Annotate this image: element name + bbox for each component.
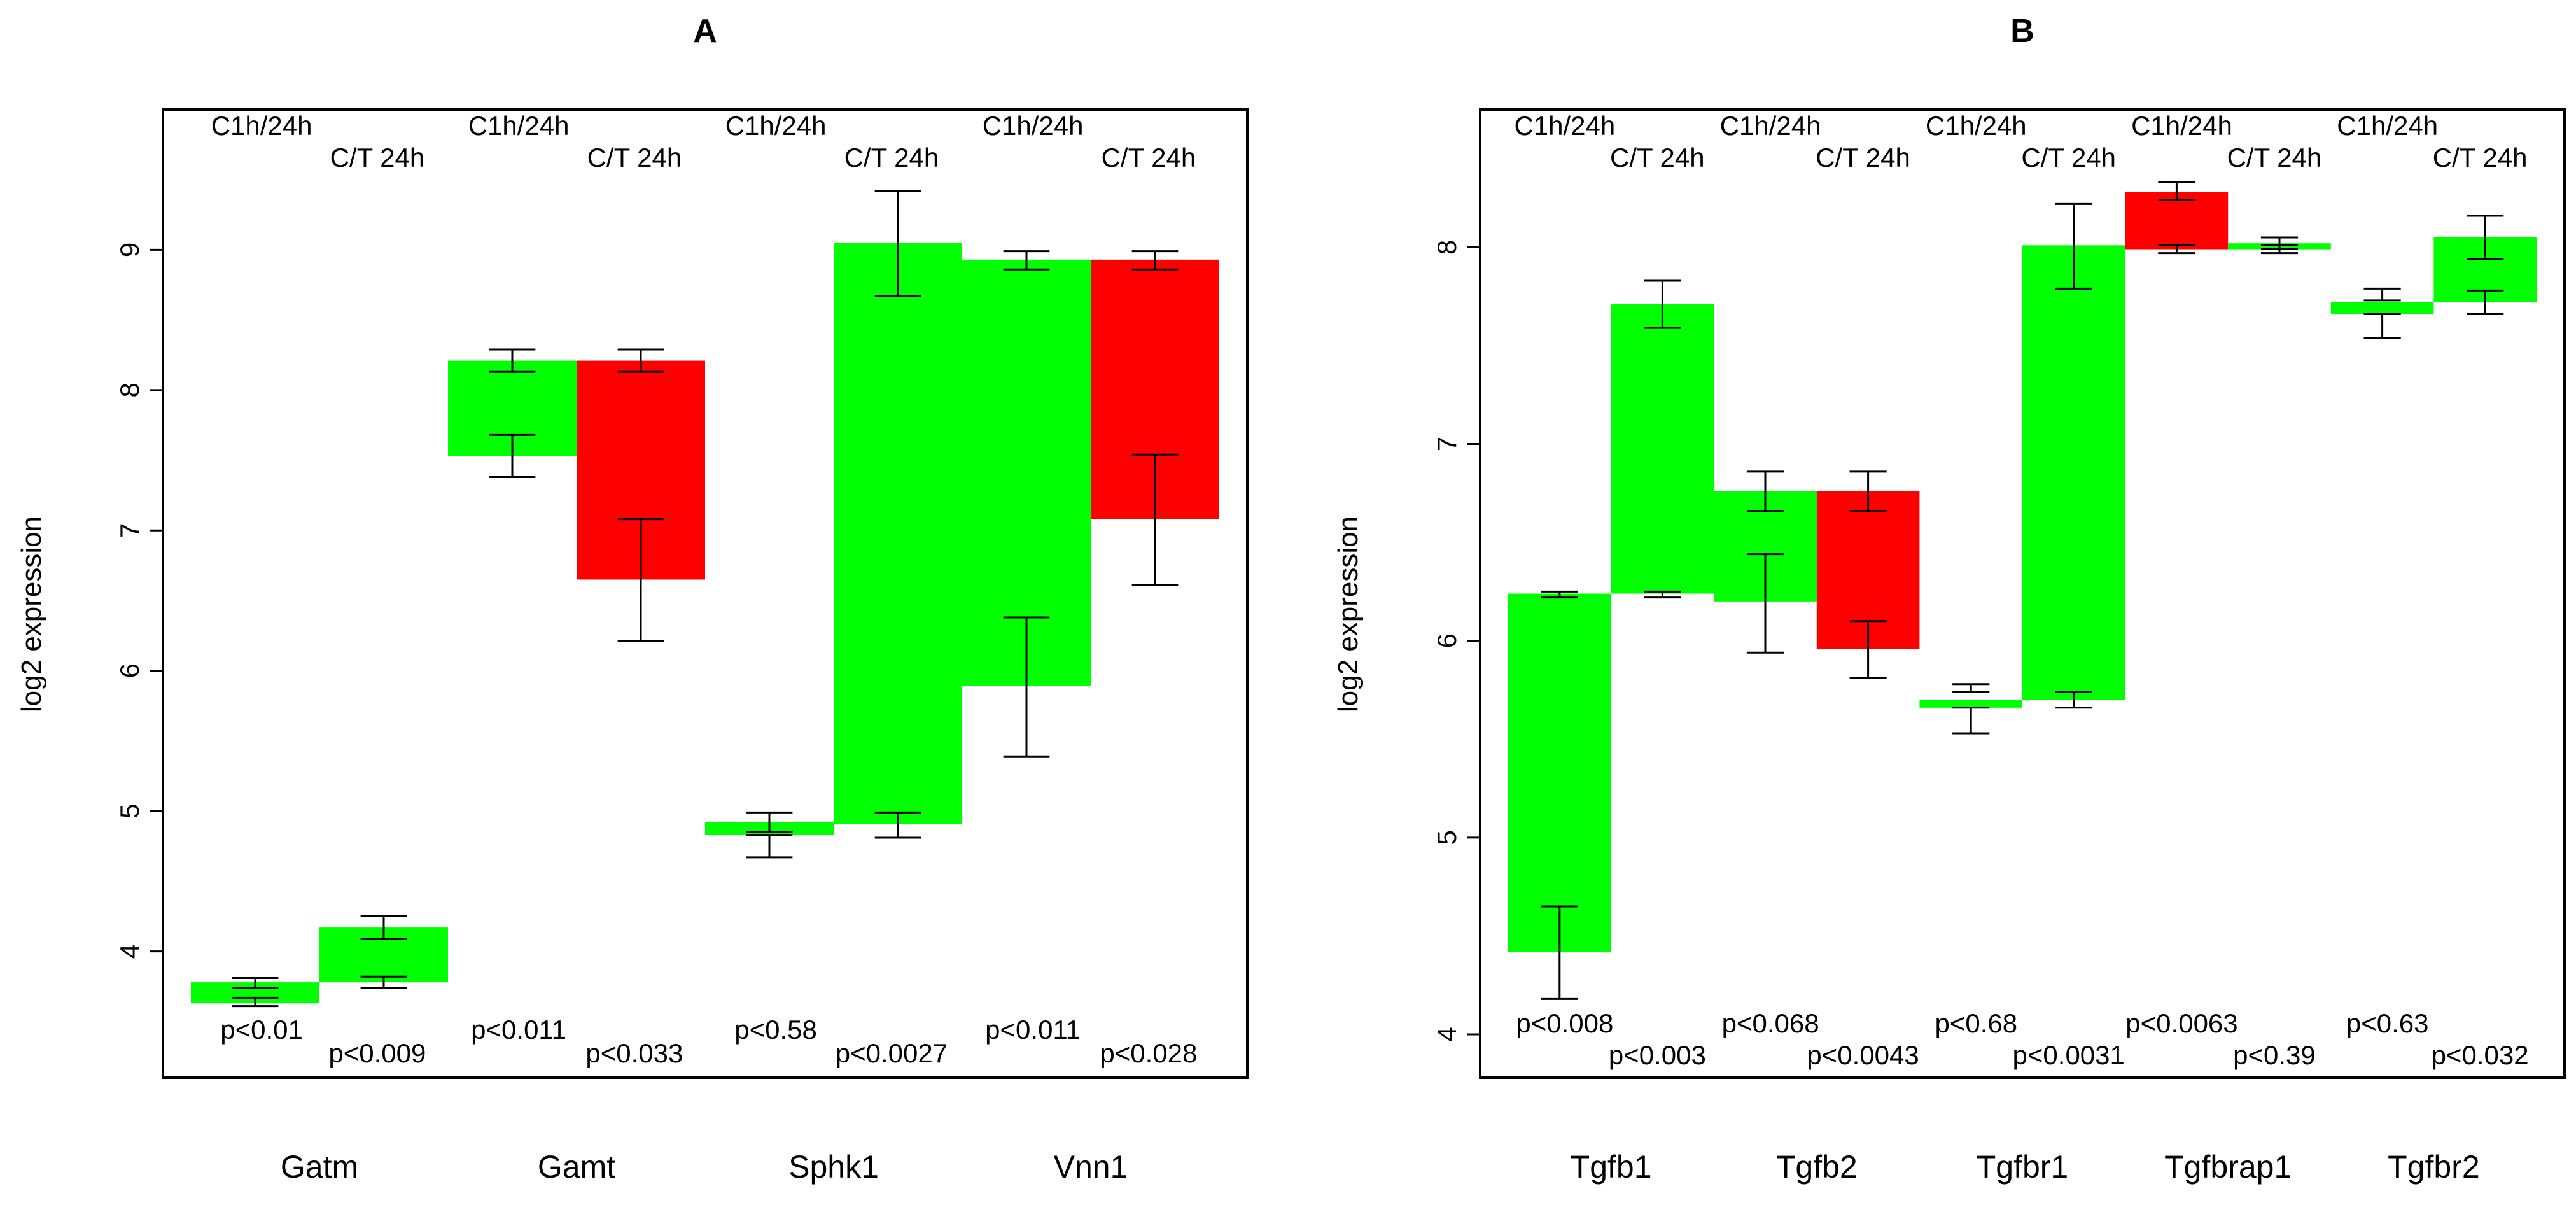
panel-b-y-tick-label-3: 7 (1432, 437, 1462, 451)
panel-b-series-label-c1h: C1h/24h (2131, 111, 2232, 141)
panel-b-tgfb1-c1h-pvalue: p<0.008 (1516, 1008, 1613, 1038)
panel-b-tgfb2-c1h-pvalue: p<0.068 (1722, 1008, 1819, 1038)
panel-b-tgfbr1-ct-pvalue: p<0.0031 (2013, 1040, 2125, 1070)
panel-a-y-tick-label-5: 9 (115, 243, 144, 257)
panel-b-series-label-ct: C/T 24h (1816, 143, 1910, 173)
panel-a-sphk1-c1h-pvalue: p<0.58 (734, 1015, 817, 1045)
panel-a-series-label-ct: C/T 24h (330, 143, 425, 173)
panel-b-gene-label-tgfb1: Tgfb1 (1571, 1149, 1652, 1185)
panel-b-series-label-c1h: C1h/24h (1720, 111, 1821, 141)
panel-a-vnn1-ct-pvalue: p<0.028 (1100, 1038, 1197, 1068)
panel-b-tgfbrap1-ct-pvalue: p<0.39 (2233, 1040, 2316, 1070)
panel-a-sphk1-ct-pvalue: p<0.0027 (836, 1038, 948, 1068)
panel-b-tgfbrap1-c1h-bar (2125, 192, 2229, 250)
panel-b-tgfbr2-c1h-bar (2330, 302, 2434, 314)
panel-b-title: B (2010, 13, 2034, 50)
panel-a-gatm-ct-pvalue: p<0.009 (328, 1038, 426, 1068)
panel-b-y-tick-label-2: 6 (1432, 633, 1462, 648)
panel-b-y-axis-label: log2 expression (1333, 516, 1364, 712)
panel-a-series-label-c1h: C1h/24h (211, 111, 312, 141)
panel-a-gamt-c1h-pvalue: p<0.011 (471, 1015, 566, 1045)
panel-b-y-tick-label-1: 5 (1432, 830, 1462, 845)
panel-a-series-label-ct: C/T 24h (587, 143, 682, 173)
panel-a-series-label-c1h: C1h/24h (725, 111, 827, 141)
panel-b-tgfb1-ct-bar (1611, 304, 1714, 594)
panel-b-tgfbr1-c1h-pvalue: p<0.68 (1935, 1008, 2017, 1038)
panel-a-series-label-c1h: C1h/24h (468, 111, 570, 141)
panel-b-series-label-c1h: C1h/24h (1926, 111, 2027, 141)
panel-b-gene-label-tgfb2: Tgfb2 (1776, 1149, 1858, 1185)
panel-b-series-label-c1h: C1h/24h (2337, 111, 2438, 141)
panel-a-plot-frame (162, 108, 1249, 1079)
panel-a-title: A (693, 13, 717, 50)
panel-b-series-label-ct: C/T 24h (1610, 143, 1705, 173)
panel-a-marks: 4 5 6 7 8 9 Gatm C1h/24h C/T 24h p<0.01 p<0.009 Gam… (115, 111, 1219, 1185)
panel-b-gene-label-tgfbr1: Tgfbr1 (1977, 1149, 2069, 1185)
panel-a-gamt-ct-pvalue: p<0.033 (585, 1038, 683, 1068)
panel-b-tgfbr1-c1h-bar (1919, 700, 2022, 708)
panel-a-sphk1-ct-bar (834, 243, 962, 824)
panel-a-gene-label-gamt: Gamt (538, 1149, 615, 1185)
panel-b-tgfb1-c1h-bar (1508, 593, 1611, 952)
panel-b-tgfbr2-c1h-pvalue: p<0.63 (2346, 1008, 2429, 1038)
panel-b-y-tick-label-0: 4 (1432, 1027, 1462, 1041)
panel-a-y-tick-label-1: 5 (115, 803, 144, 818)
panel-a-series-label-ct: C/T 24h (844, 143, 939, 173)
panel-b-tgfb2-ct-pvalue: p<0.0043 (1807, 1040, 1919, 1070)
panel-b-y-tick-label-4: 8 (1432, 240, 1462, 255)
panel-a-y-axis-label: log2 expression (16, 516, 47, 712)
panel-b-gene-label-tgfbr2: Tgfbr2 (2388, 1149, 2480, 1185)
panel-a-y-tick-label-2: 6 (115, 663, 144, 678)
panel-b-tgfbrap1-c1h-pvalue: p<0.0063 (2125, 1008, 2237, 1038)
panel-b-gene-label-tgfbrap1: Tgfbrap1 (2164, 1149, 2292, 1185)
panel-b-series-label-ct: C/T 24h (2433, 143, 2528, 173)
panel-a-vnn1-c1h-pvalue: p<0.011 (985, 1015, 1081, 1045)
panel-b-series-label-ct: C/T 24h (2021, 143, 2116, 173)
panel-b-plot-frame (1479, 108, 2566, 1079)
panel-a-series-label-c1h: C1h/24h (983, 111, 1084, 141)
panel-a-y-tick-label-0: 4 (115, 944, 144, 959)
panel-a-gene-label-gatm: Gatm (281, 1149, 358, 1185)
panel-a-gene-label-vnn1: Vnn1 (1054, 1149, 1128, 1185)
panel-a: A log2 expression 4 5 6 7 8 9 Gatm C1h/24h C/T 2… (16, 13, 1249, 1185)
panel-b-tgfbr1-ct-bar (2022, 245, 2125, 700)
panel-b-tgfb1-ct-pvalue: p<0.003 (1609, 1040, 1706, 1070)
panel-a-y-tick-label-4: 8 (115, 383, 144, 397)
panel-b-series-label-ct: C/T 24h (2227, 143, 2322, 173)
panel-a-gatm-c1h-pvalue: p<0.01 (220, 1015, 303, 1045)
panel-b-series-label-c1h: C1h/24h (1514, 111, 1615, 141)
panel-a-y-tick-label-3: 7 (115, 523, 144, 538)
panel-a-series-label-ct: C/T 24h (1102, 143, 1196, 173)
panel-b-tgfbr2-ct-pvalue: p<0.032 (2432, 1040, 2529, 1070)
panel-a-vnn1-c1h-bar (962, 259, 1091, 686)
panel-a-gene-label-sphk1: Sphk1 (788, 1149, 879, 1185)
